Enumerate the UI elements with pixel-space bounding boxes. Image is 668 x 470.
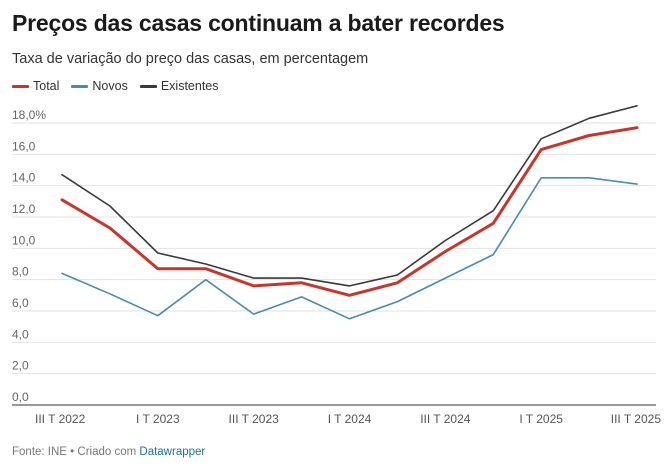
data-point-total [444,250,446,252]
data-point-novos [588,177,590,179]
legend-item-total: Total [12,79,59,93]
footer: Fonte: INE • Criado com Datawrapper [12,446,205,458]
source-text: Fonte: INE • Criado com [12,446,140,458]
data-point-novos [444,277,446,279]
chart-title: Preços das casas continuam a bater recor… [12,10,505,36]
data-point-total [396,282,398,284]
data-point-total [540,149,542,151]
data-point-total [588,135,590,137]
data-point-novos [253,313,255,315]
data-point-existentes [636,105,638,107]
data-point-novos [540,177,542,179]
data-point-novos [205,279,207,281]
y-tick-label: 10,0 [12,233,36,247]
legend: Total Novos Existentes [12,79,231,93]
data-point-total [61,199,63,201]
data-point-total [253,285,255,287]
series-line-novos [61,177,638,320]
data-point-total [109,227,111,229]
data-point-total [301,282,303,284]
y-tick-label: 2,0 [12,359,29,373]
data-point-existentes [301,277,303,279]
legend-item-novos: Novos [71,79,128,93]
y-tick-label: 18,0% [12,108,46,122]
data-point-novos [492,254,494,256]
datawrapper-link[interactable]: Datawrapper [139,446,206,458]
data-point-novos [109,293,111,295]
data-point-novos [301,296,303,298]
data-point-novos [349,318,351,320]
x-tick-label: III T 2023 [229,412,280,426]
data-point-total [349,294,351,296]
y-tick-label: 8,0 [12,265,29,279]
data-point-novos [396,301,398,303]
y-tick-label: 6,0 [12,296,29,310]
y-tick-label: 0,0 [12,390,29,404]
data-point-total [157,268,159,270]
data-point-existentes [588,117,590,119]
y-tick-label: 4,0 [12,327,29,341]
data-point-existentes [253,277,255,279]
series-line-existentes [61,105,638,287]
data-point-existentes [444,240,446,242]
data-point-existentes [157,252,159,254]
chart-subtitle: Taxa de variação do preço das casas, em … [12,51,369,67]
data-point-total [636,127,638,129]
data-point-novos [157,315,159,317]
data-point-total [205,268,207,270]
data-point-existentes [492,210,494,212]
legend-swatch-novos [71,84,89,88]
data-point-existentes [349,285,351,287]
data-point-existentes [396,274,398,276]
legend-item-existentes: Existentes [139,79,219,93]
data-point-total [492,222,494,224]
legend-label-existentes: Existentes [160,79,219,93]
data-point-novos [636,183,638,185]
y-tick-label: 14,0 [12,171,36,185]
x-tick-label: I T 2023 [136,412,180,426]
y-tick-label: 12,0 [12,202,36,216]
x-tick-label: I T 2025 [519,412,563,426]
legend-swatch-existentes [139,84,157,88]
data-point-existentes [205,263,207,265]
data-point-existentes [109,205,111,207]
data-point-novos [61,272,63,274]
x-tick-label: III T 2024 [420,412,471,426]
legend-label-total: Total [33,79,60,93]
x-tick-label: III T 2022 [35,412,86,426]
legend-swatch-total [12,84,29,88]
series-line-total [60,126,639,297]
x-tick-label: I T 2024 [328,412,372,426]
data-point-existentes [61,174,63,176]
y-tick-label: 16,0 [12,139,36,153]
data-point-existentes [540,138,542,140]
legend-label-novos: Novos [92,79,128,93]
x-tick-label: III T 2025 [611,412,662,426]
